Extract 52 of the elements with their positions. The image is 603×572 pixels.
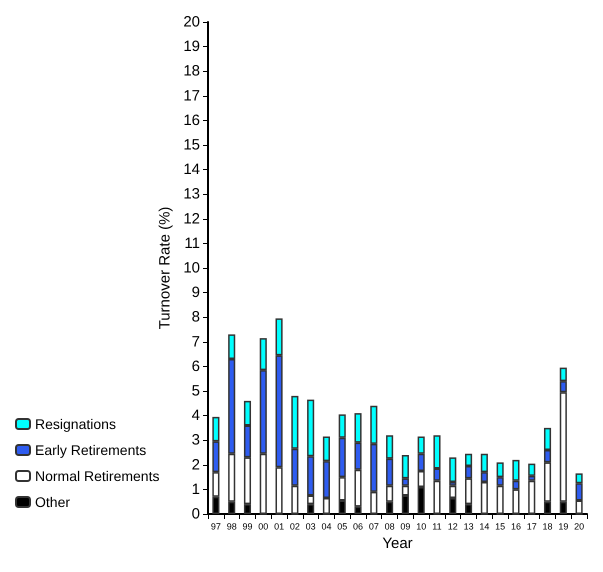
x-tick-label: 19: [558, 522, 568, 532]
x-tick-label: 09: [400, 522, 410, 532]
x-tick-label: 13: [464, 522, 474, 532]
y-tick-label: 15: [183, 136, 200, 154]
x-tick-label: 00: [258, 522, 268, 532]
legend-label: Other: [35, 494, 70, 510]
x-tick-label: 15: [495, 522, 506, 532]
y-tick-label: 12: [183, 210, 200, 228]
x-tick-label: 04: [321, 522, 332, 532]
x-tick-label: 16: [510, 522, 521, 532]
y-tick-label: 6: [192, 358, 200, 375]
y-tick-label: 13: [183, 186, 200, 203]
y-tick-label: 18: [183, 62, 200, 80]
bar: [449, 457, 456, 482]
x-tick-label: 18: [542, 522, 553, 532]
x-tick-label: 12: [448, 522, 458, 532]
y-axis-title: Turnover Rate (%): [156, 206, 174, 330]
y-tick-label: 4: [192, 407, 200, 424]
y-tick-label: 7: [192, 333, 200, 350]
y-tick-label: 9: [192, 284, 200, 302]
y-tick-label: 17: [183, 87, 200, 104]
legend-label: Normal Retirements: [35, 468, 160, 484]
x-tick-label: 07: [368, 522, 379, 532]
y-tick-label: 10: [183, 260, 200, 276]
x-tick-label: 01: [274, 522, 284, 532]
y-tick-label: 20: [183, 14, 200, 30]
x-axis-title: Year: [382, 535, 413, 552]
x-tick-label: 03: [306, 522, 316, 532]
y-tick-label: 3: [192, 432, 200, 449]
x-tick-label: 98: [226, 522, 237, 532]
x-tick-label: 17: [526, 522, 537, 532]
y-tick-label: 11: [184, 234, 200, 252]
x-tick-label: 06: [353, 522, 364, 532]
x-tick-label: 10: [416, 522, 426, 532]
y-tick-label: 1: [192, 480, 200, 498]
y-tick-label: 16: [183, 112, 200, 129]
y-tick-label: 8: [192, 308, 200, 326]
x-tick-label: 99: [242, 522, 252, 532]
legend-label: Resignations: [35, 416, 116, 432]
y-tick-label: 2: [192, 456, 200, 474]
x-tick-label: 20: [574, 522, 584, 532]
x-tick-label: 08: [384, 522, 395, 532]
y-tick-label: 5: [192, 382, 200, 400]
y-tick-label: 19: [183, 38, 200, 56]
legend-label: Early Retirements: [35, 442, 146, 458]
y-tick-label: 0: [192, 506, 200, 522]
x-tick-label: 11: [432, 522, 442, 532]
x-tick-label: 97: [210, 522, 221, 532]
x-tick-label: 14: [479, 522, 490, 532]
x-tick-label: 05: [337, 522, 348, 532]
y-tick-label: 14: [183, 161, 200, 178]
x-tick-label: 02: [290, 522, 300, 532]
